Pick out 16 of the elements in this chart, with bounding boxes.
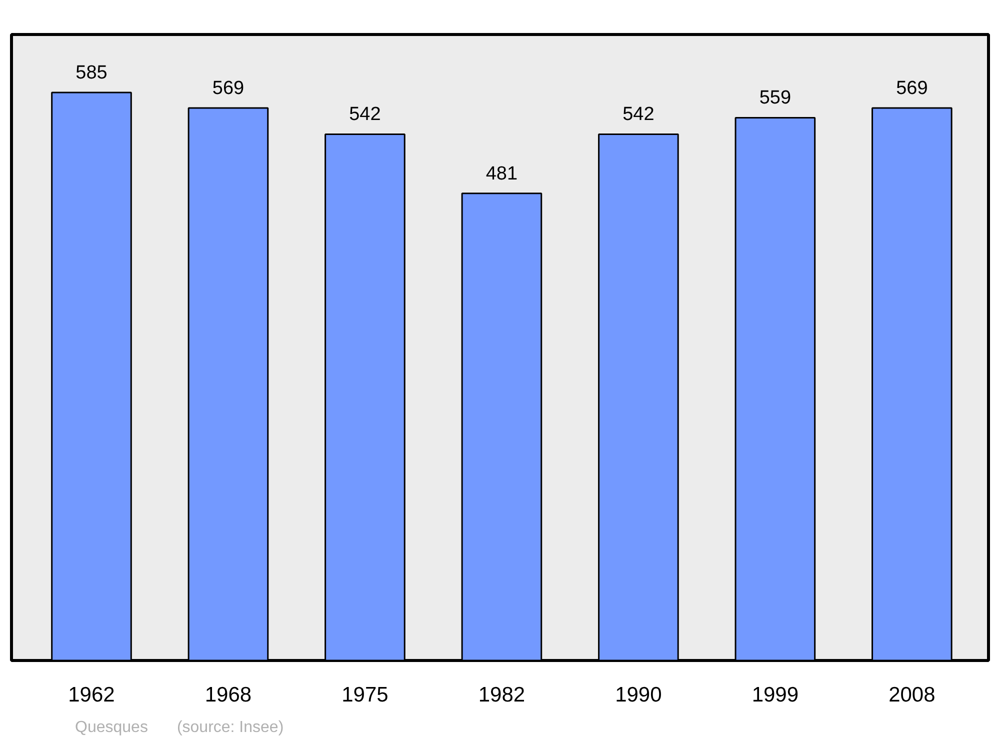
- x-tick-label: 1982: [478, 684, 526, 706]
- x-tick-label: 1990: [615, 684, 662, 706]
- data-label: 481: [486, 163, 518, 184]
- text: (source: Insee): [176, 718, 284, 738]
- x-tick-label: 1999: [752, 684, 799, 706]
- data-label: 542: [622, 104, 654, 126]
- data-label: 569: [896, 78, 928, 99]
- data-label: 559: [759, 88, 792, 109]
- x-tick-label: 1962: [68, 684, 115, 706]
- x-tick-label: 1968: [204, 684, 252, 706]
- x-tick-label: 1975: [342, 684, 388, 706]
- x-tick-label: 2008: [888, 684, 936, 706]
- data-label: 569: [212, 78, 244, 99]
- data-label: 585: [76, 62, 108, 84]
- data-label: 542: [349, 104, 381, 126]
- text: Quesques: [75, 718, 148, 738]
